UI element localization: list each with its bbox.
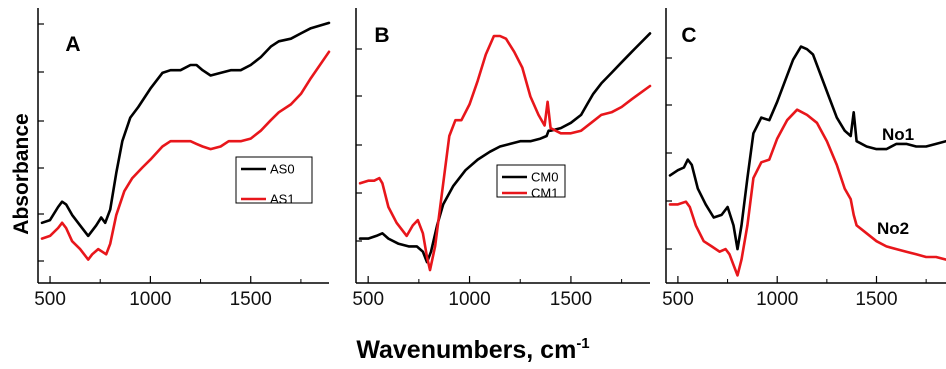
series-label: No1	[882, 125, 914, 144]
x-axis-title-superscript: -1	[576, 335, 589, 352]
series-line-as1	[40, 50, 331, 261]
x-tick-label: 1500	[550, 289, 592, 310]
legend-label: CM0	[531, 170, 558, 185]
legend: AS0 AS1	[235, 156, 313, 207]
series-line-cm1	[358, 34, 652, 272]
series-line-no1	[668, 45, 946, 251]
panel-letter: C	[681, 24, 696, 47]
legend-label: AS1	[270, 192, 295, 207]
x-tick-label: 1500	[855, 289, 897, 310]
x-tick-label: 1000	[756, 289, 798, 310]
series-label: No2	[877, 219, 909, 238]
x-tick-label: 500	[34, 289, 66, 310]
legend-label: AS0	[270, 162, 295, 177]
legend-box	[235, 156, 313, 204]
panel-c: 500 1000 1500 C No1 No2	[662, 8, 946, 310]
x-tick-label: 1000	[448, 289, 490, 310]
x-tick-label: 500	[352, 289, 384, 310]
y-axis-title: Absorbance	[10, 113, 33, 234]
panel-a: 500 1000 1500 A AS0 AS1	[34, 8, 331, 310]
panel-letter: B	[374, 24, 389, 47]
legend-box	[496, 164, 566, 198]
x-axis-title: Wavenumbers, cm-1	[356, 335, 589, 364]
x-axis-title-text: Wavenumbers, cm	[356, 336, 576, 364]
x-tick-label: 1500	[230, 289, 272, 310]
legend-label: CM1	[531, 186, 558, 201]
x-tick-label: 500	[662, 289, 694, 310]
series-line-no2	[668, 108, 946, 277]
x-tick-label: 1000	[129, 289, 171, 310]
series-line-cm0	[358, 32, 652, 264]
panel-letter: A	[65, 33, 80, 56]
series-line-as0	[40, 21, 331, 238]
